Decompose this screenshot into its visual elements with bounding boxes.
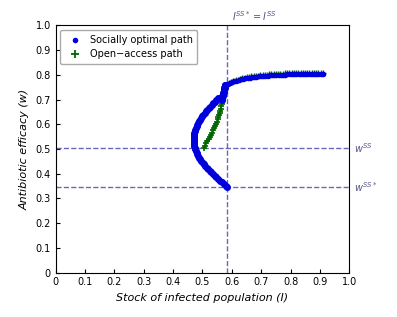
Text: $w^{SS}$: $w^{SS}$	[353, 141, 372, 155]
X-axis label: Stock of infected population (I): Stock of infected population (I)	[116, 293, 289, 303]
Legend: Socially optimal path, Open−access path: Socially optimal path, Open−access path	[60, 30, 197, 64]
Text: $w^{SS*}$: $w^{SS*}$	[353, 180, 377, 194]
Y-axis label: Antibiotic efficacy (w): Antibiotic efficacy (w)	[20, 88, 30, 210]
Text: $I^{SS*}$$=$$I^{SS}$: $I^{SS*}$$=$$I^{SS}$	[231, 9, 276, 23]
